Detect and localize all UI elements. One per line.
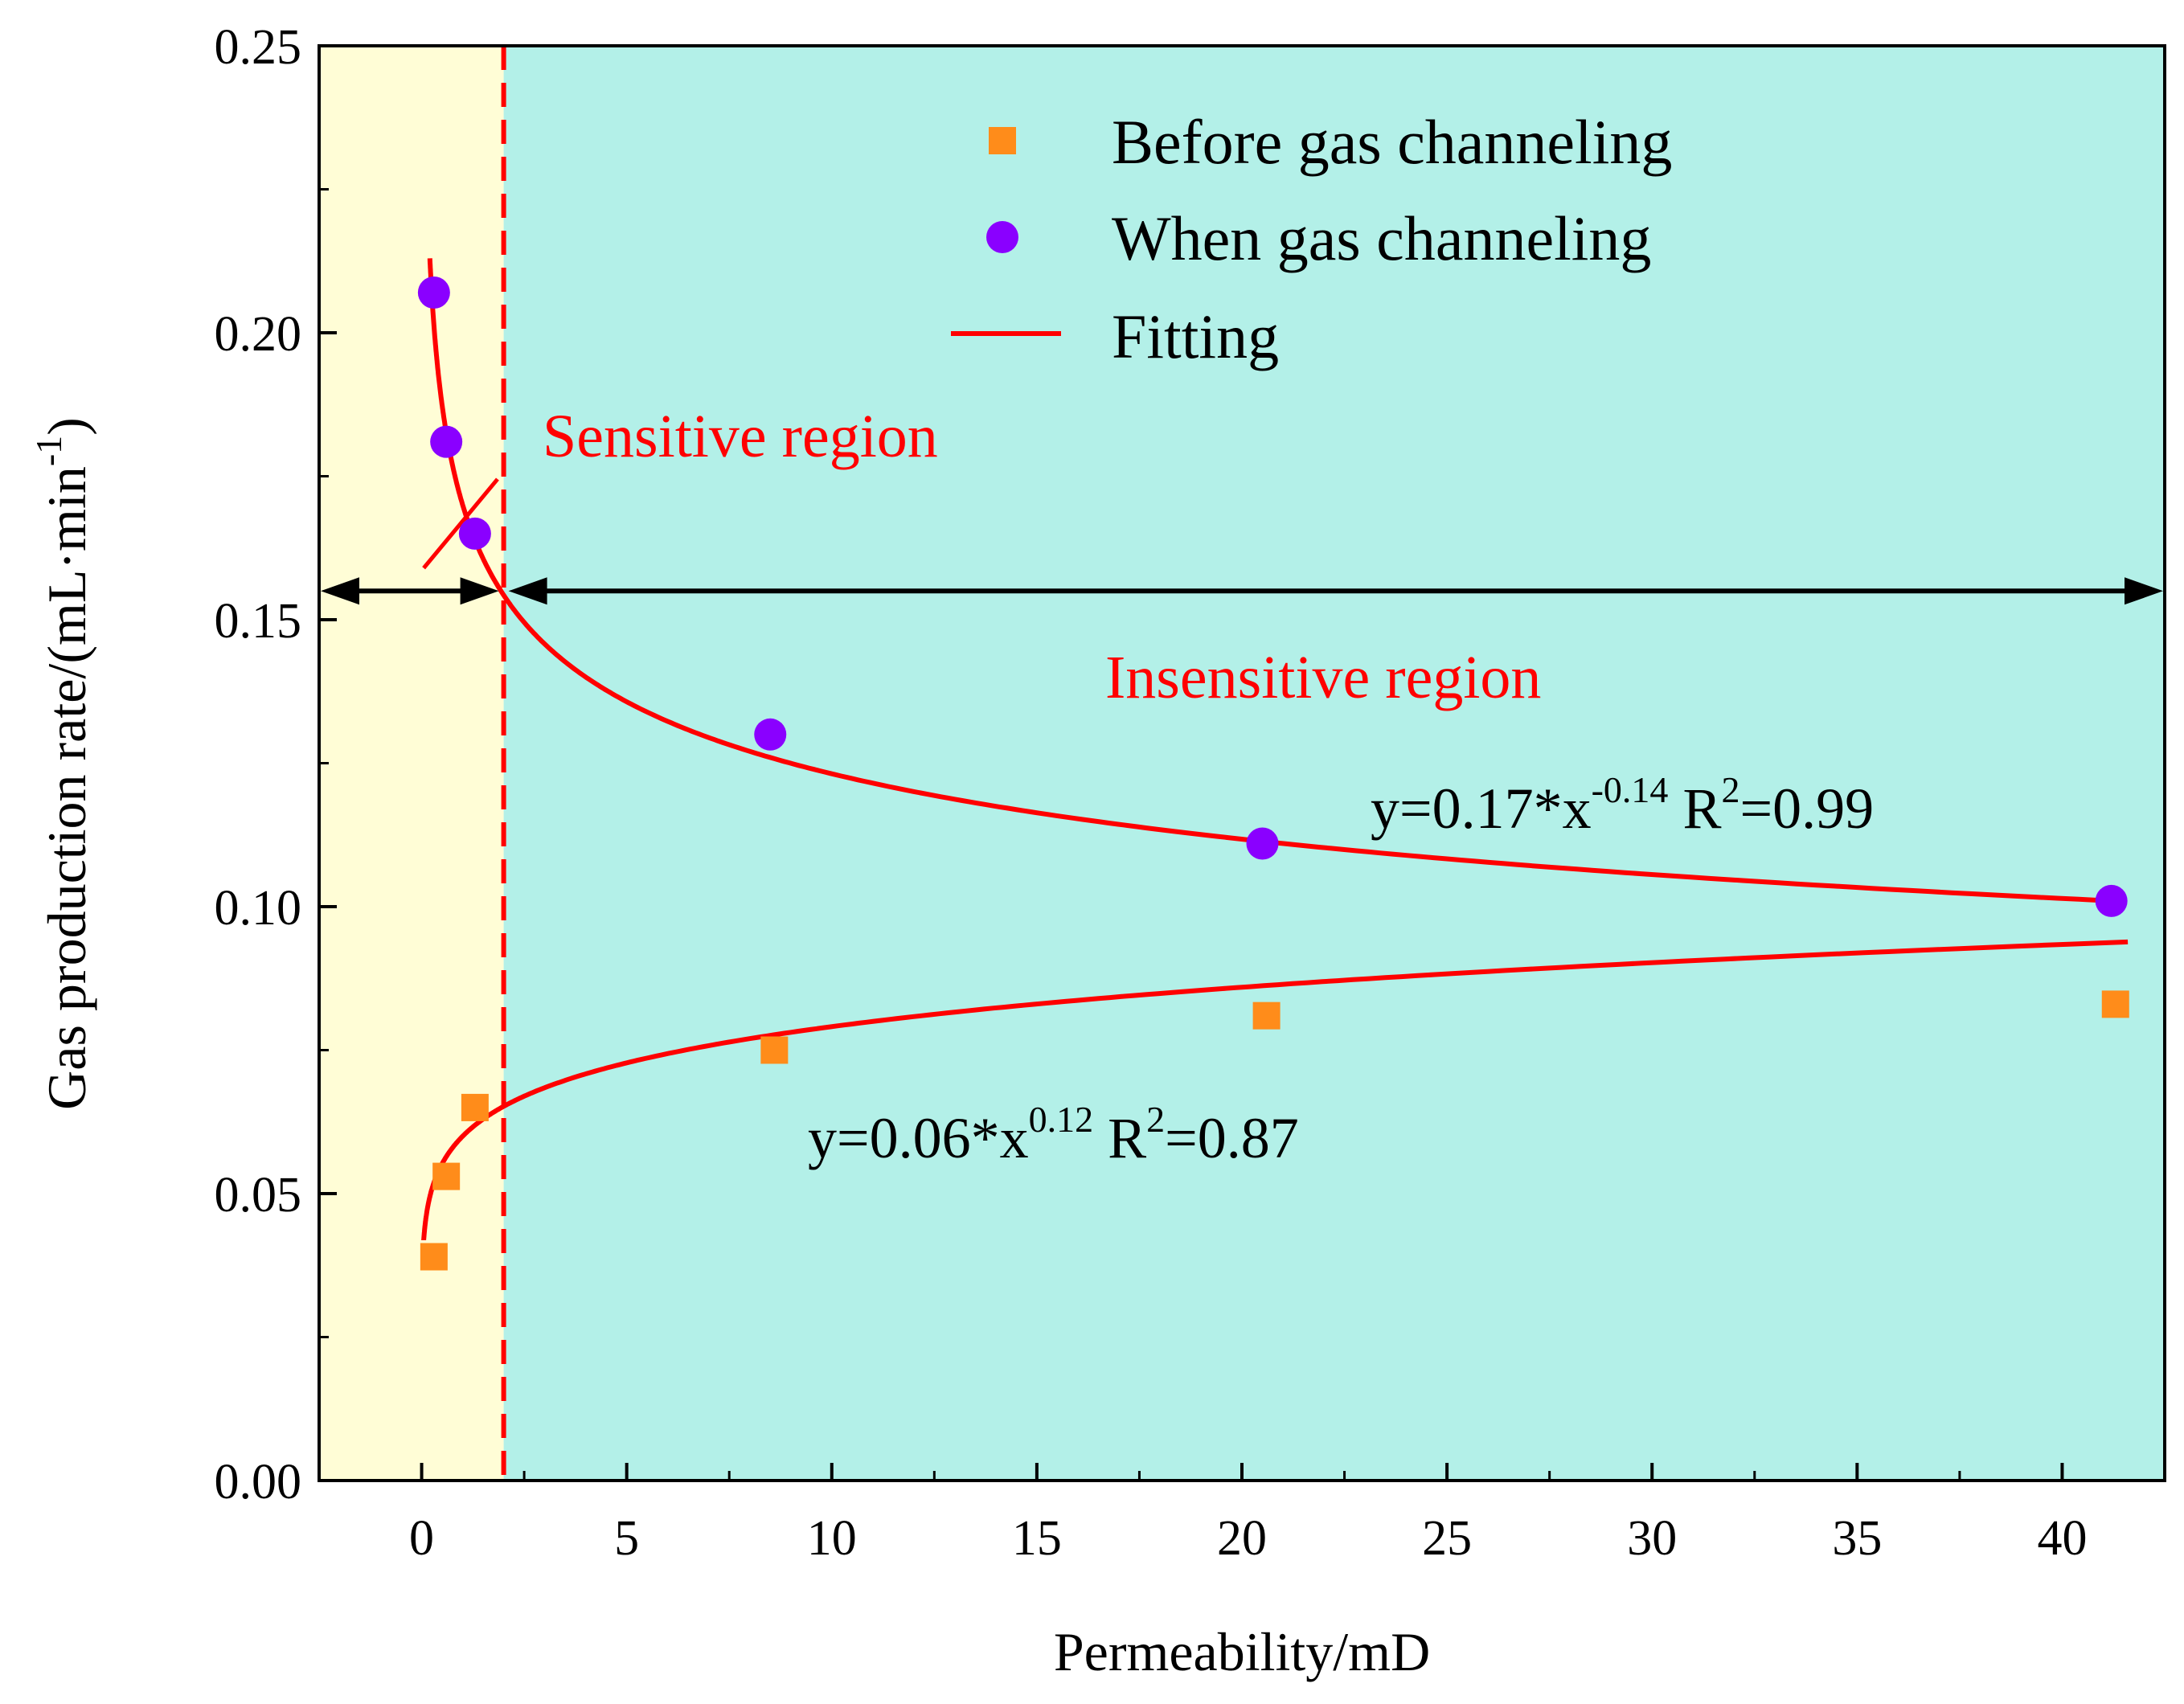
insensitive-region-arrow-head-left xyxy=(508,577,547,605)
when-channeling-point xyxy=(430,425,463,458)
when-channeling-point xyxy=(417,276,450,309)
fit-equation-lower-r-exp: 2 xyxy=(1146,1099,1165,1140)
x-tick-label: 35 xyxy=(1832,1511,1882,1566)
fit-equation-upper-r-val: =0.99 xyxy=(1739,776,1874,841)
before-channeling-point xyxy=(420,1243,448,1271)
insensitive-region-arrow-head-right xyxy=(2125,577,2163,605)
x-tick-label: 0 xyxy=(409,1511,434,1566)
y-axis-title: Gas production rate/(mL·min-1) xyxy=(28,417,97,1110)
when-channeling-point xyxy=(458,517,491,550)
plot-border xyxy=(318,44,2166,1482)
before-channeling-point xyxy=(2101,990,2129,1018)
y-tick-label: 0.10 xyxy=(215,881,302,936)
chart-text: Permeability/mD Gas production rate/(mL·… xyxy=(28,20,2087,1682)
fit-equation-lower-r: R xyxy=(1093,1106,1146,1170)
fit-equation-upper-r: R xyxy=(1668,776,1721,841)
y-tick-label: 0.25 xyxy=(215,20,302,75)
y-axis-title-sup: -1 xyxy=(28,436,69,466)
y-axis-title-close: ) xyxy=(36,417,97,436)
before-channeling-point xyxy=(461,1093,489,1121)
x-tick-label: 25 xyxy=(1422,1511,1472,1566)
x-tick-label: 15 xyxy=(1012,1511,1062,1566)
insensitive-region-bg xyxy=(503,46,2165,1481)
sensitive-region-bg xyxy=(319,46,504,1481)
sensitive-region-label: Sensitive region xyxy=(543,403,938,470)
y-tick-label: 0.05 xyxy=(215,1168,302,1223)
x-tick-label: 20 xyxy=(1217,1511,1267,1566)
sensitive-region-arrow-head-right xyxy=(460,577,499,605)
legend-circle-marker xyxy=(986,221,1018,253)
fit-equation-upper-exp: -0.14 xyxy=(1592,769,1669,810)
insensitive-region-label: Insensitive region xyxy=(1105,644,1541,711)
fit-equation-lower-main: y=0.06*x xyxy=(808,1106,1029,1170)
fit-equation-lower-exp: 0.12 xyxy=(1029,1099,1094,1140)
legend-square-marker xyxy=(989,127,1016,154)
fit-curve-upper xyxy=(427,258,2125,904)
sensitive-pointer-line xyxy=(422,477,499,570)
sensitive-region-arrow-head-left xyxy=(321,577,359,605)
fit-equation-lower: y=0.06*x0.12 R2=0.87 xyxy=(808,1099,1299,1170)
region-arrows xyxy=(321,46,2163,1481)
x-tick-label: 10 xyxy=(807,1511,857,1566)
legend-label-before: Before gas channeling xyxy=(1112,107,1672,177)
before-channeling-point xyxy=(1252,1002,1280,1030)
y-tick-label: 0.15 xyxy=(215,594,302,649)
x-tick-label: 30 xyxy=(1627,1511,1677,1566)
fit-equation-upper-r-exp: 2 xyxy=(1721,769,1739,810)
legend: Before gas channeling When gas channelin… xyxy=(951,107,1672,371)
x-axis-title: Permeability/mD xyxy=(1054,1621,1430,1682)
x-tick-label: 5 xyxy=(614,1511,639,1566)
when-channeling-point xyxy=(2095,884,2128,917)
when-channeling-point xyxy=(1246,827,1279,860)
y-axis-title-main: Gas production rate/(mL·min xyxy=(36,466,97,1110)
legend-label-when: When gas channeling xyxy=(1112,203,1651,273)
fit-equation-lower-r-val: =0.87 xyxy=(1165,1106,1299,1170)
x-tick-label: 40 xyxy=(2037,1511,2087,1566)
before-channeling-point xyxy=(432,1162,461,1190)
y-tick-label: 0.20 xyxy=(215,307,302,362)
legend-label-fitting: Fitting xyxy=(1112,301,1279,371)
before-channeling-point xyxy=(760,1036,789,1064)
fit-equation-upper-main: y=0.17*x xyxy=(1371,776,1592,841)
data-points xyxy=(417,276,2129,1271)
plot-frame xyxy=(318,44,2166,1482)
fit-equation-upper: y=0.17*x-0.14 R2=0.99 xyxy=(1371,769,1874,841)
when-channeling-point xyxy=(754,718,787,751)
y-tick-label: 0.00 xyxy=(215,1455,302,1509)
region-backgrounds xyxy=(319,46,2165,1481)
